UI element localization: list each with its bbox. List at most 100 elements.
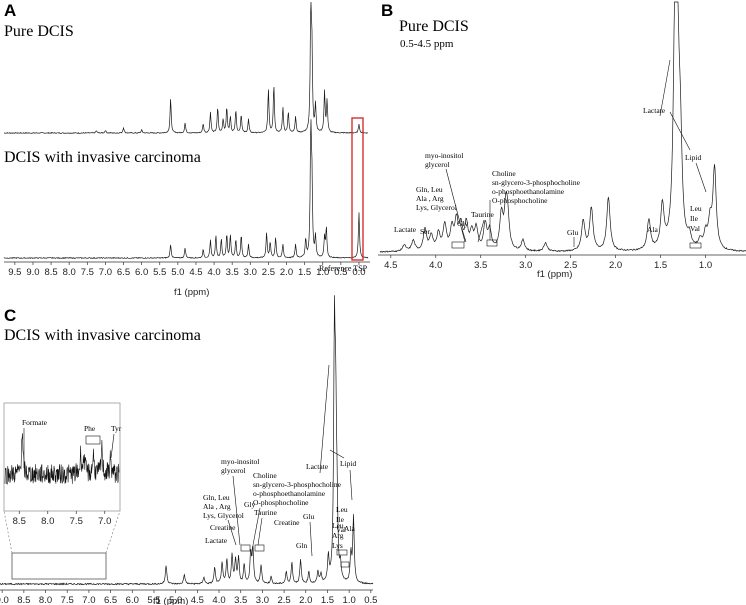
b-label-pe: o-phosphoethanolamine (492, 187, 565, 196)
b-label-ala: Ala (647, 225, 659, 234)
axis-c-tick-label: 3.0 (256, 595, 269, 605)
b-label-gpc: sn-glycero-3-phosphocholine (492, 178, 581, 187)
b-label-gln-leu: Gln, Leu (416, 185, 443, 194)
b-label-lipid: Lipid (685, 153, 701, 162)
axis-b-tick-label: 4.5 (384, 260, 397, 271)
panel-a-title-2: DCIS with invasive carcinoma (4, 149, 201, 166)
c-label-ala: Ala (344, 524, 356, 533)
c-label-creatine2: Creatine (274, 518, 300, 527)
spectrum-a-invasive (3, 119, 369, 260)
axis-a-tick-label: 0.0 (352, 267, 365, 278)
b-label-lactate2: Lactate (394, 225, 417, 234)
panel-c-annotations: myo-inositol glycerol Choline sn-glycero… (203, 364, 356, 568)
c-label-gly: Gly (244, 500, 256, 509)
axis-c-tick-label: 5.5 (147, 595, 160, 605)
inset-label-phe: Phe (84, 424, 96, 433)
axis-b-tick-label: 3.5 (474, 260, 487, 271)
b-label-ala-arg: Ala , Arg (416, 194, 444, 203)
axis-a-tick-label: 0.5 (334, 267, 347, 278)
c-label-pc: O-phosphocholine (253, 498, 309, 507)
axis-b-tick-label: 2.5 (564, 260, 577, 271)
c-label-glu: Glu (303, 512, 315, 521)
axis-a-xlabel: f1 (ppm) (174, 287, 209, 298)
c-label-lactate2: Lactate (306, 462, 329, 471)
axis-c-tick-label: 4.0 (212, 595, 225, 605)
axis-a-tick-label: 9.5 (8, 267, 21, 278)
axis-c-tick-label: 0.5 (364, 595, 377, 605)
panel-b-subtitle: 0.5-4.5 ppm (400, 38, 454, 50)
inset-source-box (11, 552, 107, 580)
c-label-choline: Choline (253, 471, 277, 480)
axis-a-tick-label: 9.0 (26, 267, 39, 278)
axis-a-tick-label: 6.0 (135, 267, 148, 278)
axis-a-tick-label: 3.0 (244, 267, 257, 278)
axis-a-tick-label: 8.0 (63, 267, 76, 278)
axis-c-tick-label: 2.5 (277, 595, 290, 605)
inset-guide-left (3, 510, 13, 554)
inset-tick-label: 7.0 (98, 516, 111, 527)
c-label-leu2: Leu (336, 505, 348, 514)
axis-a-tick-label: 7.5 (81, 267, 94, 278)
b-label-lys-glycerol: Lys, Glycerol (416, 203, 457, 212)
spectrum-c (0, 295, 374, 586)
axis-c-tick-label: 5.0 (169, 595, 182, 605)
axis-a-tick-label: 3.5 (226, 267, 239, 278)
axis-a-tick-label: 2.5 (262, 267, 275, 278)
inset-tick-label: 7.5 (70, 516, 83, 527)
b-label-ser: Ser (420, 227, 431, 236)
axis-b-tick-label: 1.5 (654, 260, 667, 271)
panel-a-label: A (4, 1, 16, 20)
axis-c-xlabel: f1 (ppm) (153, 596, 188, 605)
axis-c-tick-label: 9.0 (0, 595, 9, 605)
c-label-ile: Ile (336, 515, 345, 524)
axis-c-ticks: 9.0 8.5 8.0 7.5 7.0 6.5 6.0 5.5 5.0 4.5 4.0 3.5 3.0 2… (0, 590, 377, 605)
panel-b-title: Pure DCIS (399, 18, 469, 35)
axis-a-tick-label: 2.0 (280, 267, 293, 278)
axis-b-tick-label: 2.0 (609, 260, 622, 271)
panel-c-label: C (4, 306, 16, 325)
c-label-val: Val (336, 525, 346, 534)
panel-b-label: B (381, 1, 393, 20)
axis-a-tick-label: 1.0 (316, 267, 329, 278)
panel-c-title: DCIS with invasive carcinoma (4, 327, 201, 344)
c-label-pe: o-phosphoethanolamine (253, 489, 326, 498)
axis-a-tick-label: 5.5 (153, 267, 166, 278)
axis-b-tick-label: 4.0 (429, 260, 442, 271)
b-label-val: Val (690, 224, 700, 233)
axis-b-xlabel: f1 (ppm) (537, 269, 572, 280)
b-label-glycerol: glycerol (425, 160, 450, 169)
c-label-creatine1: Creatine (210, 523, 236, 532)
c-label-gln: Gln (296, 541, 308, 550)
b-label-myoinositol: myo-inositol (425, 151, 463, 160)
c-label-gpc: sn-glycero-3-phosphocholine (253, 480, 342, 489)
b-label-glu: Glu (567, 228, 579, 237)
axis-c-tick-label: 6.0 (126, 595, 139, 605)
c-label-lactate1: Lactate (205, 536, 228, 545)
axis-c-tick-label: 4.5 (191, 595, 204, 605)
axis-c-tick-label: 3.5 (234, 595, 247, 605)
axis-c-tick-label: 8.5 (17, 595, 30, 605)
axis-c-tick-label: 2.0 (299, 595, 312, 605)
inset-tick-label: 8.0 (41, 516, 54, 527)
c-label-leu1: Leu (332, 521, 344, 530)
panel-b-annotations: Lactate Lipid myo-inositol glycerol Chol… (394, 59, 707, 249)
c-label-taurine: Taurine (254, 508, 277, 517)
reference-tsp-box (351, 117, 364, 261)
axis-b-tick-label: 3.0 (519, 260, 532, 271)
axis-c-tick-label: 1.5 (321, 595, 334, 605)
b-label-gly: Gly (457, 219, 469, 228)
axis-a-tick-label: 1.5 (298, 267, 311, 278)
axis-a-tick-label: 4.0 (207, 267, 220, 278)
axis-c-tick-label: 8.0 (39, 595, 52, 605)
axis-c-tick-label: 7.5 (61, 595, 74, 605)
axis-a-tick-label: 4.5 (189, 267, 202, 278)
panel-a-title-1: Pure DCIS (4, 23, 74, 40)
axis-c-tick-label: 1.0 (343, 595, 356, 605)
b-label-pc: O-phosphocholine (492, 196, 548, 205)
inset-label-formate: Formate (22, 418, 48, 427)
c-label-gln-leu: Gln, Leu (203, 493, 230, 502)
c-label-arg: Arg (332, 531, 344, 540)
inset-tick-label: 8.5 (13, 516, 26, 527)
b-label-leu: Leu (690, 204, 702, 213)
